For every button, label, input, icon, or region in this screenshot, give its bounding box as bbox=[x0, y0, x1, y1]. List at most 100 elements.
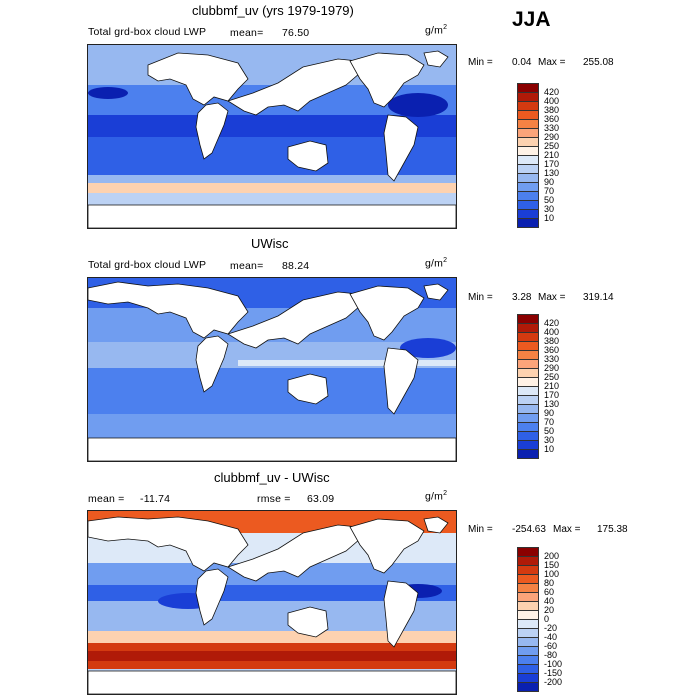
colorbar-label: 170 bbox=[544, 159, 560, 169]
colorbar-label: 130 bbox=[544, 399, 560, 409]
panel2-antarctica bbox=[88, 437, 456, 461]
colorbar-label: 80 bbox=[544, 578, 555, 588]
colorbar-label: 290 bbox=[544, 363, 560, 373]
colorbar-label: 130 bbox=[544, 168, 560, 178]
panel1-map bbox=[87, 44, 457, 229]
panel2-southern-ocean-band bbox=[88, 414, 456, 438]
panel1-max-value: 255.08 bbox=[583, 57, 614, 68]
panel2-map-svg bbox=[88, 278, 456, 461]
panel2-eurasia-west bbox=[88, 281, 249, 339]
colorbar-label: 420 bbox=[544, 87, 560, 97]
panel2-title: UWisc bbox=[251, 236, 289, 251]
panel3-units-sup: 2 bbox=[443, 490, 448, 497]
colorbar-label: 10 bbox=[544, 213, 555, 223]
panel1-map-svg bbox=[88, 45, 456, 228]
colorbar-label: 60 bbox=[544, 587, 555, 597]
panel3-colorbar: 200 150 100 80 60 40 20 0 -20 -40 -60 -80 -100 -150 -2… bbox=[517, 547, 562, 692]
colorbar-swatch bbox=[517, 218, 539, 228]
colorbar-label: 360 bbox=[544, 345, 560, 355]
panel2-africa bbox=[195, 335, 229, 393]
panel2-subtitle: Total grd-box cloud LWP bbox=[88, 259, 207, 271]
panel3-min-value: -254.63 bbox=[512, 524, 546, 535]
panel2-map bbox=[87, 277, 457, 462]
panel1-south-america bbox=[383, 114, 419, 182]
panel1-atlantic-high bbox=[388, 93, 448, 117]
season-label: JJA bbox=[512, 8, 551, 31]
panel2-colorbar: 420 400 380 360 330 290 250 210 170 130 90 70 50 30 10 bbox=[517, 314, 559, 459]
panel3-mean-label: mean = bbox=[88, 493, 125, 505]
panel3-rmse-value: 63.09 bbox=[307, 493, 335, 505]
panel3-min-label: Min = bbox=[468, 524, 493, 535]
panel1-s-high-band bbox=[88, 193, 456, 205]
panel1-eurasia-west bbox=[147, 52, 249, 106]
panel3-mean-value: -11.74 bbox=[140, 493, 171, 505]
colorbar-label: 50 bbox=[544, 426, 555, 436]
panel1-asia bbox=[227, 58, 361, 116]
panel3-max-label: Max = bbox=[553, 524, 581, 535]
panel2-itcz-line bbox=[238, 360, 456, 366]
colorbar-label: 30 bbox=[544, 435, 555, 445]
panel1-mean-label: mean= bbox=[230, 27, 264, 39]
panel3-antarctica bbox=[88, 670, 456, 694]
panel3-map-svg bbox=[88, 511, 456, 694]
panel2-min-value: 3.28 bbox=[512, 292, 532, 303]
panel3-continents bbox=[88, 516, 456, 694]
panel2-greenland bbox=[423, 283, 449, 301]
panel3-max-value: 175.38 bbox=[597, 524, 628, 535]
colorbar-label: 70 bbox=[544, 417, 555, 427]
colorbar-label: 250 bbox=[544, 141, 560, 151]
panel1-min-value: 0.04 bbox=[512, 57, 532, 68]
colorbar-label: 0 bbox=[544, 614, 550, 624]
colorbar-label: 330 bbox=[544, 354, 560, 364]
panel1-min-label: Min = bbox=[468, 57, 493, 68]
panel3-units-base: g/m bbox=[425, 490, 444, 503]
colorbar-label: 90 bbox=[544, 177, 555, 187]
panel3-asia bbox=[227, 524, 361, 582]
colorbar-label: 30 bbox=[544, 204, 555, 214]
colorbar-label: 10 bbox=[544, 444, 555, 454]
colorbar-label: -150 bbox=[544, 668, 563, 678]
panel1-units: g/m2 bbox=[425, 24, 447, 37]
panel1-north-america bbox=[349, 52, 425, 108]
panel1-continents bbox=[88, 50, 456, 228]
panel3-australia bbox=[287, 606, 329, 638]
colorbar-label: -20 bbox=[544, 623, 558, 633]
colorbar-label: 200 bbox=[544, 551, 560, 561]
panel2-asia bbox=[227, 291, 361, 349]
panel2-south-america bbox=[383, 347, 419, 415]
panel3-southern-core bbox=[88, 651, 456, 661]
panel3-south-america bbox=[383, 580, 419, 648]
colorbar-label: 360 bbox=[544, 114, 560, 124]
panel1-greenland bbox=[423, 50, 449, 68]
panel2-mean-value: 88.24 bbox=[282, 260, 310, 272]
panel1-africa bbox=[195, 102, 229, 160]
panel3-africa bbox=[195, 568, 229, 626]
colorbar-label: 250 bbox=[544, 372, 560, 382]
panel1-itcz-band bbox=[88, 115, 456, 137]
colorbar-label: 330 bbox=[544, 123, 560, 133]
panel2-units-sup: 2 bbox=[443, 257, 448, 264]
colorbar-label: -200 bbox=[544, 677, 563, 687]
colorbar-label: 40 bbox=[544, 596, 555, 606]
panel1-units-base: g/m bbox=[425, 24, 444, 37]
colorbar-label: 20 bbox=[544, 605, 555, 615]
panel2-min-label: Min = bbox=[468, 292, 493, 303]
panel1-mean-value: 76.50 bbox=[282, 27, 310, 39]
panel3-eurasia-west bbox=[88, 516, 249, 572]
colorbar-label: 400 bbox=[544, 96, 560, 106]
panel1-southern-ocean-band bbox=[88, 183, 456, 193]
panel2-max-label: Max = bbox=[538, 292, 566, 303]
colorbar-label: 70 bbox=[544, 186, 555, 196]
colorbar-label: 210 bbox=[544, 381, 560, 391]
panel3-title: clubbmf_uv - UWisc bbox=[214, 470, 330, 485]
panel2-atlantic-high bbox=[400, 338, 456, 358]
panel2-australia bbox=[287, 373, 329, 405]
panel3-map bbox=[87, 510, 457, 695]
colorbar-label: 100 bbox=[544, 569, 560, 579]
colorbar-label: -80 bbox=[544, 650, 558, 660]
panel3-rmse-label: rmse = bbox=[257, 493, 291, 505]
colorbar-label: 420 bbox=[544, 318, 560, 328]
colorbar-label: 210 bbox=[544, 150, 560, 160]
panel3-ntropic-band bbox=[88, 563, 456, 585]
colorbar-label: 400 bbox=[544, 327, 560, 337]
